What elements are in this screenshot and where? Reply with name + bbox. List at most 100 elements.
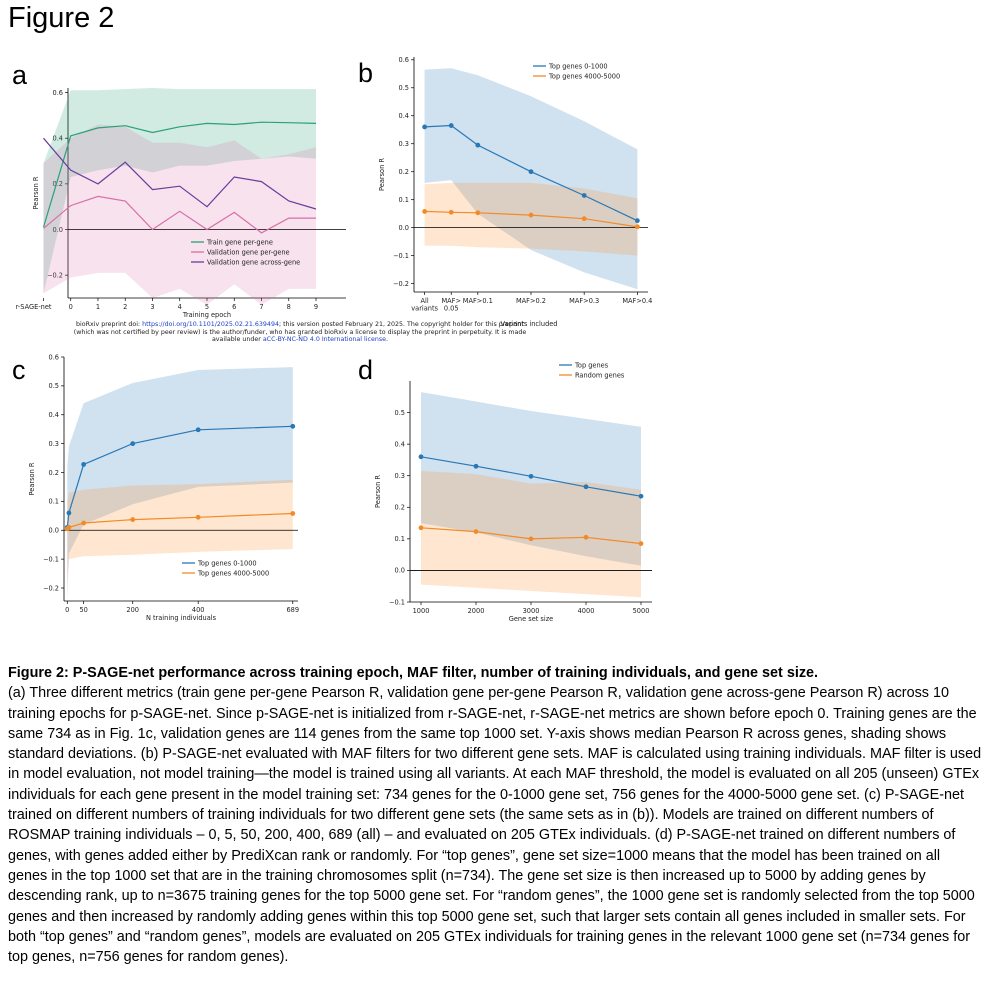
legend-entry: Top genes <box>574 361 609 369</box>
data-point <box>448 123 454 128</box>
x-axis-label: Variants included <box>501 320 558 328</box>
x-tick-label: MAF> <box>441 297 461 305</box>
data-point <box>634 218 640 224</box>
chart-panel-c: −0.2 −0.1 0.0 0.1 0.2 0.3 0.4 0.5 0.6 0 50 200 400 68… <box>28 353 299 622</box>
line-series-1 <box>424 210 638 228</box>
line-series-1 <box>43 195 316 234</box>
x-tick-label: variants <box>411 305 438 313</box>
data-point <box>634 224 640 230</box>
line-series-0 <box>424 124 638 222</box>
biorxiv-doi-link[interactable]: https://doi.org/10.1101/2025.02.21.63949… <box>142 321 279 328</box>
y-tick-label: 0.3 <box>399 140 410 148</box>
line-series-2 <box>43 137 317 210</box>
biorxiv-notice: bioRxiv preprint doi: https://doi.org/10… <box>40 321 560 344</box>
x-tick-label: MAF>0.3 <box>569 297 599 305</box>
biorxiv-line1-suffix: ; this version posted February 21, 2025.… <box>278 321 524 328</box>
data-point <box>528 169 534 175</box>
data-point <box>81 462 87 467</box>
biorxiv-line1-prefix: bioRxiv preprint doi: <box>76 321 143 328</box>
x-tick-label: 6 <box>232 303 236 311</box>
data-point <box>290 423 296 429</box>
biorxiv-line2: (which was not certified by peer review)… <box>73 328 527 336</box>
figure-title: Figure 2 <box>8 2 115 34</box>
data-point <box>66 510 72 516</box>
band-series-0 <box>424 68 638 290</box>
x-axis-label: N training individuals <box>146 614 217 622</box>
data-point <box>418 454 424 460</box>
data-point <box>581 193 587 198</box>
x-tick-label: 2000 <box>468 607 485 615</box>
x-tick-label: 0 <box>69 303 73 311</box>
y-tick-label: 0.5 <box>395 409 406 417</box>
band-series-1 <box>43 124 316 305</box>
panel-label-d: d <box>358 355 374 385</box>
y-tick-label: −0.2 <box>393 280 409 288</box>
data-point <box>195 427 201 433</box>
x-tick-label: 9 <box>314 303 318 311</box>
y-axis-label: Pearson R <box>32 176 40 209</box>
y-tick-label: 0.0 <box>53 226 64 234</box>
line-series-0 <box>66 425 293 528</box>
data-point <box>528 212 534 218</box>
legend-entry: Validation gene per-gene <box>207 248 290 256</box>
y-axis-label: Pearson R <box>378 158 386 191</box>
legend-entry: Top genes 0-1000 <box>197 559 257 567</box>
x-tick-label: 689 <box>286 606 299 614</box>
x-axis-label: Gene set size <box>509 615 553 623</box>
y-tick-label: 0.6 <box>49 353 60 361</box>
chart-panel-a: −0.2 0.0 0.2 0.4 0.6 r-SAGE-net 0 1 2 3 4 5 6 7 8 9 Trai… <box>16 88 346 319</box>
data-point <box>528 536 534 542</box>
caption-body: (a) Three different metrics (train gene … <box>8 685 982 966</box>
band-series-0 <box>421 392 641 566</box>
band-series-1 <box>424 182 638 256</box>
x-tick-label: 3 <box>150 303 154 311</box>
y-tick-label: 0.4 <box>49 411 60 419</box>
x-tick-label: MAF>0.1 <box>463 297 493 305</box>
biorxiv-license-link[interactable]: aCC-BY-NC-ND 4.0 International license <box>262 336 387 344</box>
y-tick-label: 0.0 <box>399 224 410 232</box>
data-point <box>638 493 644 499</box>
biorxiv-line3-suffix: . <box>386 336 389 344</box>
legend-entry: Validation gene across-gene <box>207 258 300 266</box>
y-axis-label: Pearson R <box>374 475 382 508</box>
x-tick-label: 4 <box>178 303 182 311</box>
y-tick-label: 0.2 <box>53 180 64 188</box>
x-tick-label: 2 <box>123 303 127 311</box>
y-tick-label: 0.1 <box>49 498 60 506</box>
band-series-1 <box>67 479 293 583</box>
data-point <box>475 142 481 148</box>
y-tick-label: 0.3 <box>395 472 406 480</box>
data-point <box>638 541 644 546</box>
y-tick-label: 0.6 <box>53 89 64 97</box>
line-series-0 <box>42 121 317 228</box>
band-series-0 <box>67 367 293 600</box>
x-tick-label: 1000 <box>413 607 430 615</box>
y-tick-label: 0.1 <box>399 196 410 204</box>
y-tick-label: 0.5 <box>49 382 60 390</box>
band-series-1 <box>421 471 641 598</box>
x-tick-label: r-SAGE-net <box>16 303 52 311</box>
data-point <box>528 473 534 479</box>
y-axis-label: Pearson R <box>28 462 36 495</box>
y-tick-label: 0.1 <box>395 535 406 543</box>
data-point <box>583 484 589 490</box>
panel-label-c: c <box>12 355 26 385</box>
y-tick-label: −0.2 <box>43 584 59 592</box>
x-tick-label: All <box>421 297 429 305</box>
y-tick-label: 0.2 <box>395 504 406 512</box>
data-point <box>418 525 424 531</box>
y-tick-label: −0.1 <box>389 598 405 606</box>
x-tick-label: 200 <box>126 606 139 614</box>
x-tick-label: 50 <box>79 606 87 614</box>
y-tick-label: 0.5 <box>399 84 410 92</box>
x-tick-label: 7 <box>259 303 263 311</box>
data-point <box>195 514 201 520</box>
figure-caption: Figure 2: P-SAGE-net performance across … <box>8 663 983 967</box>
data-point <box>130 441 136 447</box>
x-tick-label: MAF>0.2 <box>516 297 546 305</box>
panel-label-b: b <box>358 58 374 88</box>
biorxiv-line3-prefix: available under <box>211 336 263 344</box>
chart-panel-d: −0.1 0.0 0.1 0.2 0.3 0.4 0.5 1000 2000 3000 4000 50… <box>374 361 652 623</box>
x-tick-label: 400 <box>192 606 205 614</box>
data-point <box>66 524 72 530</box>
